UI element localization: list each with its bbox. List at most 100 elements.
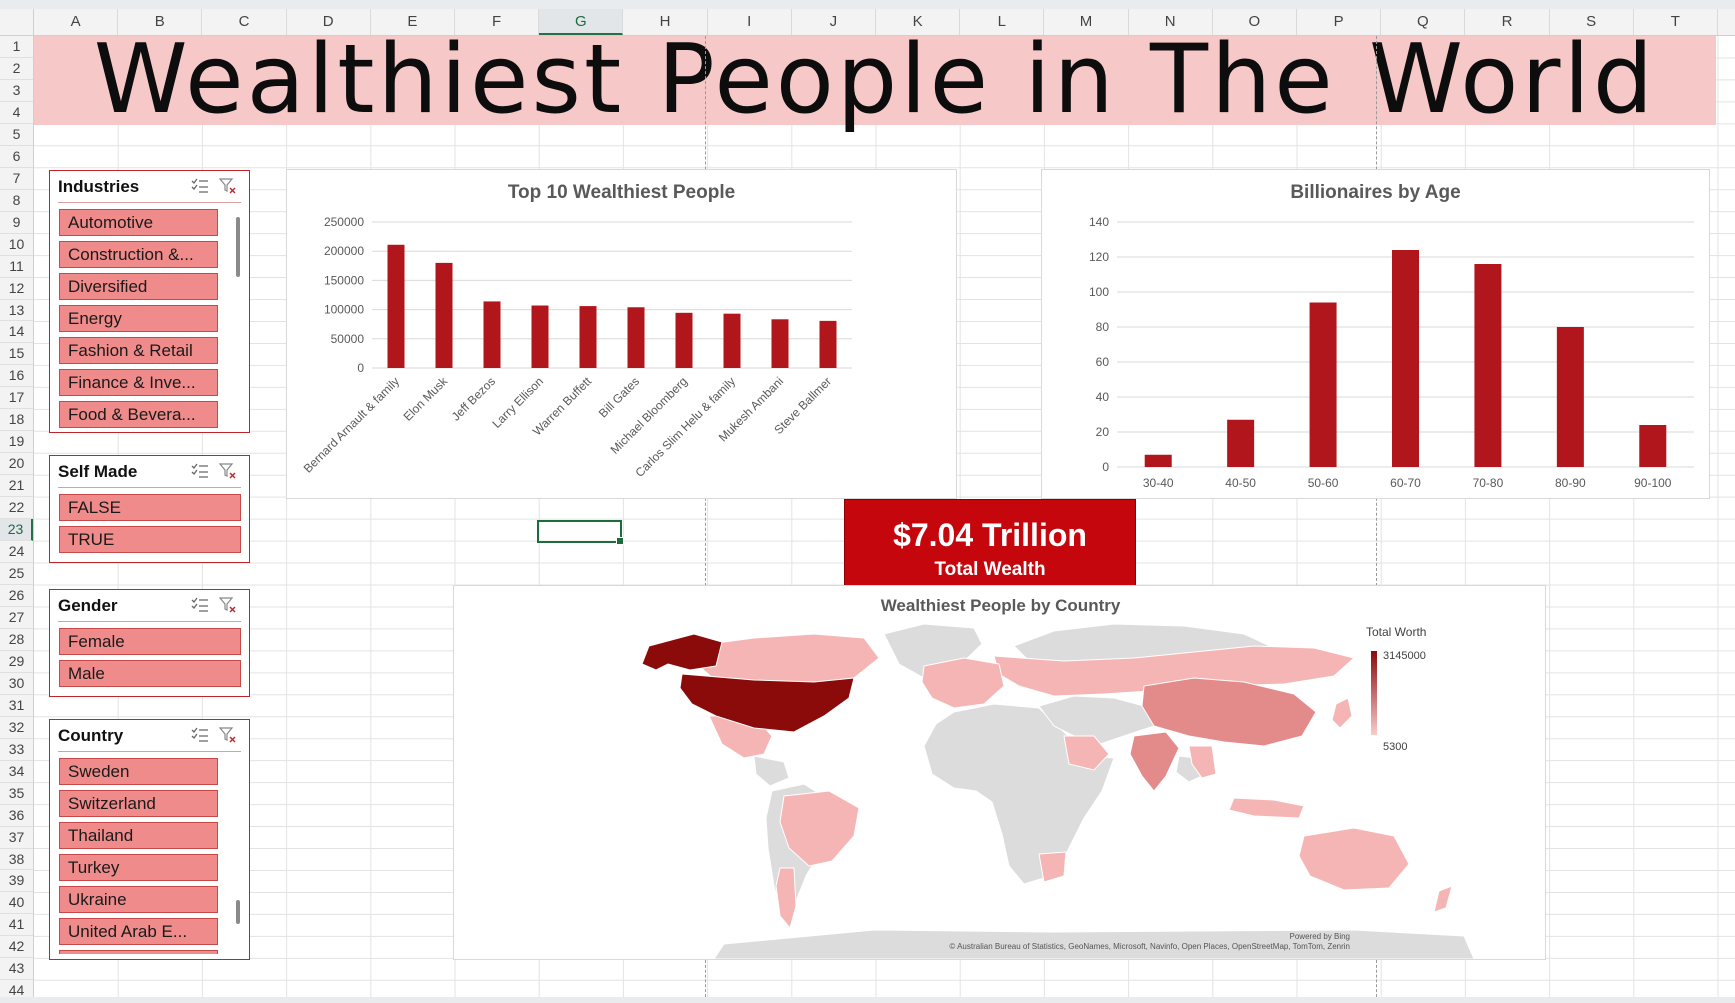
- bar[interactable]: [819, 320, 837, 368]
- slicer-item[interactable]: Male: [59, 660, 241, 687]
- column-header[interactable]: B: [118, 9, 203, 35]
- clear-filter-icon[interactable]: [219, 596, 237, 614]
- column-header[interactable]: G: [539, 9, 624, 35]
- row-header[interactable]: 40: [0, 892, 33, 915]
- bar[interactable]: [1144, 454, 1172, 467]
- bar[interactable]: [675, 312, 693, 368]
- row-header[interactable]: 39: [0, 870, 33, 893]
- row-header[interactable]: 36: [0, 805, 33, 827]
- row-header[interactable]: 19: [0, 431, 33, 454]
- row-header[interactable]: 26: [0, 585, 33, 607]
- column-header[interactable]: O: [1213, 9, 1297, 35]
- multi-select-icon[interactable]: [191, 177, 209, 195]
- slicer-item[interactable]: Sweden: [59, 758, 218, 785]
- slicer-item[interactable]: Thailand: [59, 822, 218, 849]
- slicer-item[interactable]: Turkey: [59, 854, 218, 881]
- bar[interactable]: [627, 307, 645, 368]
- column-header[interactable]: F: [455, 9, 540, 35]
- slicer-item[interactable]: Energy: [59, 305, 218, 332]
- country-slicer[interactable]: Country Sweden Switzerland Thailand Turk…: [49, 719, 250, 960]
- country-map-chart[interactable]: Wealthiest People by Country: [453, 585, 1546, 960]
- column-header[interactable]: M: [1044, 9, 1129, 35]
- row-header[interactable]: 42: [0, 936, 33, 959]
- slicer-item[interactable]: Construction &...: [59, 241, 218, 268]
- row-header[interactable]: 8: [0, 190, 33, 212]
- fill-handle[interactable]: [616, 537, 624, 545]
- bar[interactable]: [1474, 264, 1502, 467]
- row-header[interactable]: 29: [0, 651, 33, 673]
- row-header[interactable]: 35: [0, 783, 33, 805]
- row-header[interactable]: 32: [0, 717, 33, 739]
- self-made-slicer[interactable]: Self Made FALSE TRUE: [49, 455, 250, 563]
- row-header[interactable]: 7: [0, 168, 33, 190]
- row-header[interactable]: 11: [0, 256, 33, 278]
- row-header[interactable]: 6: [0, 146, 33, 168]
- slicer-item[interactable]: Switzerland: [59, 790, 218, 817]
- row-header[interactable]: 33: [0, 739, 33, 761]
- row-header[interactable]: 15: [0, 343, 33, 366]
- clear-filter-icon[interactable]: [219, 462, 237, 480]
- row-header[interactable]: 43: [0, 958, 33, 981]
- row-header[interactable]: 2: [0, 58, 33, 80]
- row-header[interactable]: 5: [0, 124, 33, 146]
- row-header[interactable]: 18: [0, 409, 33, 432]
- column-header[interactable]: S: [1550, 9, 1634, 35]
- clear-filter-icon[interactable]: [219, 177, 237, 195]
- slicer-item[interactable]: Diversified: [59, 273, 218, 300]
- row-header[interactable]: 38: [0, 849, 33, 871]
- row-header[interactable]: 22: [0, 497, 33, 520]
- bar[interactable]: [1639, 425, 1667, 467]
- row-header[interactable]: 31: [0, 695, 33, 717]
- row-header[interactable]: 3: [0, 80, 33, 102]
- bar[interactable]: [387, 244, 405, 368]
- bar[interactable]: [579, 306, 597, 368]
- total-wealth-card[interactable]: $7.04 Trillion Total Wealth: [844, 499, 1136, 587]
- multi-select-icon[interactable]: [191, 596, 209, 614]
- row-header[interactable]: 20: [0, 453, 33, 476]
- column-header[interactable]: E: [371, 9, 455, 35]
- bar[interactable]: [435, 262, 453, 368]
- column-header[interactable]: H: [623, 9, 708, 35]
- active-cell[interactable]: [537, 520, 624, 545]
- age-chart[interactable]: Billionaires by Age 0 20 40 60 80 100 120 140 30…: [1041, 169, 1710, 499]
- column-header[interactable]: C: [202, 9, 287, 35]
- clear-filter-icon[interactable]: [219, 726, 237, 744]
- select-all-corner[interactable]: [0, 9, 34, 36]
- column-header[interactable]: D: [287, 9, 371, 35]
- row-header[interactable]: 1: [0, 36, 33, 58]
- column-header[interactable]: Q: [1381, 9, 1466, 35]
- row-header[interactable]: 25: [0, 563, 33, 585]
- row-header[interactable]: 28: [0, 629, 33, 651]
- slicer-item[interactable]: United Arab E...: [59, 918, 218, 945]
- column-header[interactable]: T: [1634, 9, 1718, 35]
- bar[interactable]: [531, 305, 549, 368]
- row-header[interactable]: 37: [0, 827, 33, 849]
- slicer-item[interactable]: Ukraine: [59, 886, 218, 913]
- column-header[interactable]: K: [876, 9, 961, 35]
- slicer-item[interactable]: Female: [59, 628, 241, 655]
- row-header[interactable]: 14: [0, 321, 33, 344]
- row-header[interactable]: 23: [0, 519, 33, 542]
- bar[interactable]: [483, 301, 501, 368]
- row-header[interactable]: 30: [0, 673, 33, 695]
- bar[interactable]: [1309, 302, 1337, 468]
- row-header[interactable]: 13: [0, 300, 33, 322]
- row-header[interactable]: 12: [0, 278, 33, 300]
- column-header[interactable]: R: [1465, 9, 1550, 35]
- bar[interactable]: [1392, 250, 1419, 467]
- scrollbar-thumb[interactable]: [236, 217, 240, 277]
- multi-select-icon[interactable]: [191, 462, 209, 480]
- column-header[interactable]: N: [1129, 9, 1213, 35]
- top10-chart[interactable]: Top 10 Wealthiest People 0 50000 100000 150…: [286, 169, 957, 499]
- slicer-item[interactable]: Fashion & Retail: [59, 337, 218, 364]
- column-header[interactable]: I: [708, 9, 792, 35]
- row-header[interactable]: 24: [0, 541, 33, 564]
- scrollbar-thumb[interactable]: [236, 900, 240, 924]
- slicer-item-partial[interactable]: [59, 950, 218, 954]
- column-header[interactable]: A: [34, 9, 119, 35]
- bar[interactable]: [1556, 327, 1584, 467]
- column-header[interactable]: L: [960, 9, 1045, 35]
- row-header[interactable]: 4: [0, 102, 33, 124]
- slicer-item[interactable]: Automotive: [59, 209, 218, 236]
- row-header[interactable]: 10: [0, 234, 33, 256]
